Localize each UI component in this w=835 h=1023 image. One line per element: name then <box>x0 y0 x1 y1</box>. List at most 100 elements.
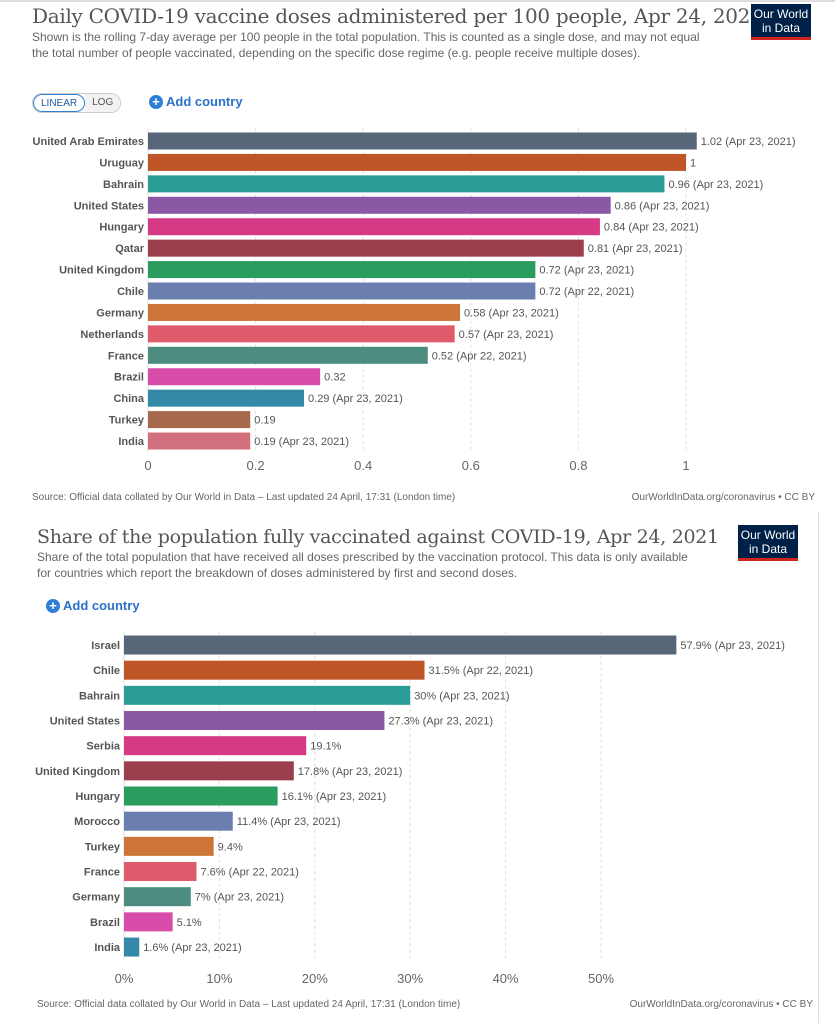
bar-hungary <box>148 218 600 236</box>
country-label: United Arab Emirates <box>33 136 144 148</box>
bar-bahrain <box>124 685 411 705</box>
country-label: Bahrain <box>79 690 120 702</box>
bar-united-states <box>124 711 385 731</box>
bar-france <box>148 346 428 364</box>
x-tick-label: 30% <box>397 971 423 986</box>
panel-border <box>818 512 819 1023</box>
x-tick-label: 0.8 <box>569 458 587 473</box>
bar-germany <box>148 303 461 321</box>
bar-united-states <box>148 196 611 214</box>
chart1-source: Source: Official data collated by Our Wo… <box>32 492 456 503</box>
plus-icon: + <box>46 598 60 613</box>
bar-china <box>148 389 305 407</box>
country-label: Chile <box>93 665 120 677</box>
chart2-plot: 0% 10% 20% 30% 40% 50% Israel 57.9% (Apr 23, 20… <box>35 631 785 986</box>
data-label: 30% (Apr 23, 2021) <box>414 690 509 702</box>
plus-icon: + <box>149 94 163 109</box>
country-label: Qatar <box>115 243 144 255</box>
country-label: Netherlands <box>80 329 144 341</box>
country-label: United States <box>74 200 144 212</box>
chart1-title: Daily COVID-19 vaccine doses administere… <box>32 4 763 28</box>
linear-button[interactable]: LINEAR <box>33 94 86 112</box>
x-tick-label: 0.4 <box>354 458 372 473</box>
x-tick-label: 0 <box>144 458 151 473</box>
data-label: 0.81 (Apr 23, 2021) <box>588 243 683 255</box>
bar-netherlands <box>148 325 455 343</box>
bar-germany <box>124 887 191 907</box>
bar-france <box>124 862 197 882</box>
data-label: 0.19 (Apr 23, 2021) <box>254 436 349 448</box>
bar-turkey <box>148 411 251 429</box>
data-label: 0.57 (Apr 23, 2021) <box>459 329 554 341</box>
logo2-line-1: Our World <box>740 528 796 542</box>
chart2-source: Source: Official data collated by Our Wo… <box>37 999 461 1010</box>
country-label: Israel <box>91 640 120 652</box>
country-label: United Kingdom <box>35 766 120 778</box>
country-label: Hungary <box>99 222 145 234</box>
data-label: 0.86 (Apr 23, 2021) <box>615 200 710 212</box>
add-country-button[interactable]: + Add country <box>149 94 243 109</box>
country-label: Bahrain <box>103 179 144 191</box>
scale-toggle[interactable]: LINEAR LOG <box>32 93 122 113</box>
country-label: United States <box>50 716 120 728</box>
country-label: India <box>94 942 121 954</box>
country-label: Morocco <box>74 816 120 828</box>
bar-india <box>148 432 251 450</box>
data-label: 0.96 (Apr 23, 2021) <box>668 179 763 191</box>
country-label: Serbia <box>86 741 121 753</box>
country-label: Turkey <box>109 415 145 427</box>
data-label: 1.02 (Apr 23, 2021) <box>701 136 796 148</box>
bar-turkey <box>124 836 214 856</box>
owid-logo[interactable]: Our World in Data <box>751 4 811 40</box>
data-label: 27.3% (Apr 23, 2021) <box>388 716 493 728</box>
add-country-button-2[interactable]: + Add country <box>46 598 140 613</box>
data-label: 16.1% (Apr 23, 2021) <box>282 791 387 803</box>
bar-chile <box>148 282 536 300</box>
data-label: 9.4% <box>218 841 243 853</box>
data-label: 31.5% (Apr 22, 2021) <box>429 665 534 677</box>
top-divider <box>0 0 835 2</box>
bar-uruguay <box>148 153 686 171</box>
country-label: Brazil <box>114 372 144 384</box>
data-label: 17.8% (Apr 23, 2021) <box>298 766 403 778</box>
country-label: China <box>113 393 144 405</box>
data-label: 7% (Apr 23, 2021) <box>195 892 284 904</box>
owid-logo-2[interactable]: Our World in Data <box>738 525 798 561</box>
bar-united-kingdom <box>148 261 536 279</box>
data-label: 0.29 (Apr 23, 2021) <box>308 393 403 405</box>
data-label: 1.6% (Apr 23, 2021) <box>143 942 241 954</box>
x-tick-label: 0% <box>115 971 134 986</box>
bar-qatar <box>148 239 584 257</box>
country-label: Turkey <box>85 841 121 853</box>
bar-brazil <box>124 912 173 932</box>
data-label: 1 <box>690 157 696 169</box>
data-label: 11.4% (Apr 23, 2021) <box>237 816 341 828</box>
log-button[interactable]: LOG <box>85 94 121 112</box>
chart1-plot: 0 0.2 0.4 0.6 0.8 1 United Arab Emirates 1.02 (… <box>33 128 796 473</box>
add-country-label: Add country <box>166 94 243 109</box>
data-label: 5.1% <box>177 917 202 929</box>
chart1-credit[interactable]: OurWorldInData.org/coronavirus • CC BY <box>631 492 815 503</box>
country-label: France <box>108 350 144 362</box>
x-tick-label: 20% <box>302 971 328 986</box>
data-label: 0.32 <box>324 372 345 384</box>
chart2-title: Share of the population fully vaccinated… <box>37 526 719 548</box>
x-tick-label: 1 <box>682 458 689 473</box>
bar-chile <box>124 660 425 680</box>
data-label: 0.19 <box>254 415 275 427</box>
chart2-credit[interactable]: OurWorldInData.org/coronavirus • CC BY <box>629 999 813 1010</box>
chart1-subtitle: Shown is the rolling 7-day average per 1… <box>32 30 700 60</box>
country-label: Germany <box>96 307 145 319</box>
data-label: 0.72 (Apr 23, 2021) <box>539 265 634 277</box>
bar-india <box>124 937 140 957</box>
data-label: 0.58 (Apr 23, 2021) <box>464 307 559 319</box>
logo2-line-2: in Data <box>748 542 788 556</box>
country-label: Hungary <box>75 791 121 803</box>
bar-brazil <box>148 368 321 386</box>
data-label: 0.84 (Apr 23, 2021) <box>604 222 699 234</box>
bar-israel <box>124 635 677 655</box>
data-label: 19.1% <box>310 741 341 753</box>
bar-bahrain <box>148 175 665 193</box>
bar-morocco <box>124 811 233 831</box>
logo-line-2: in Data <box>761 21 801 35</box>
